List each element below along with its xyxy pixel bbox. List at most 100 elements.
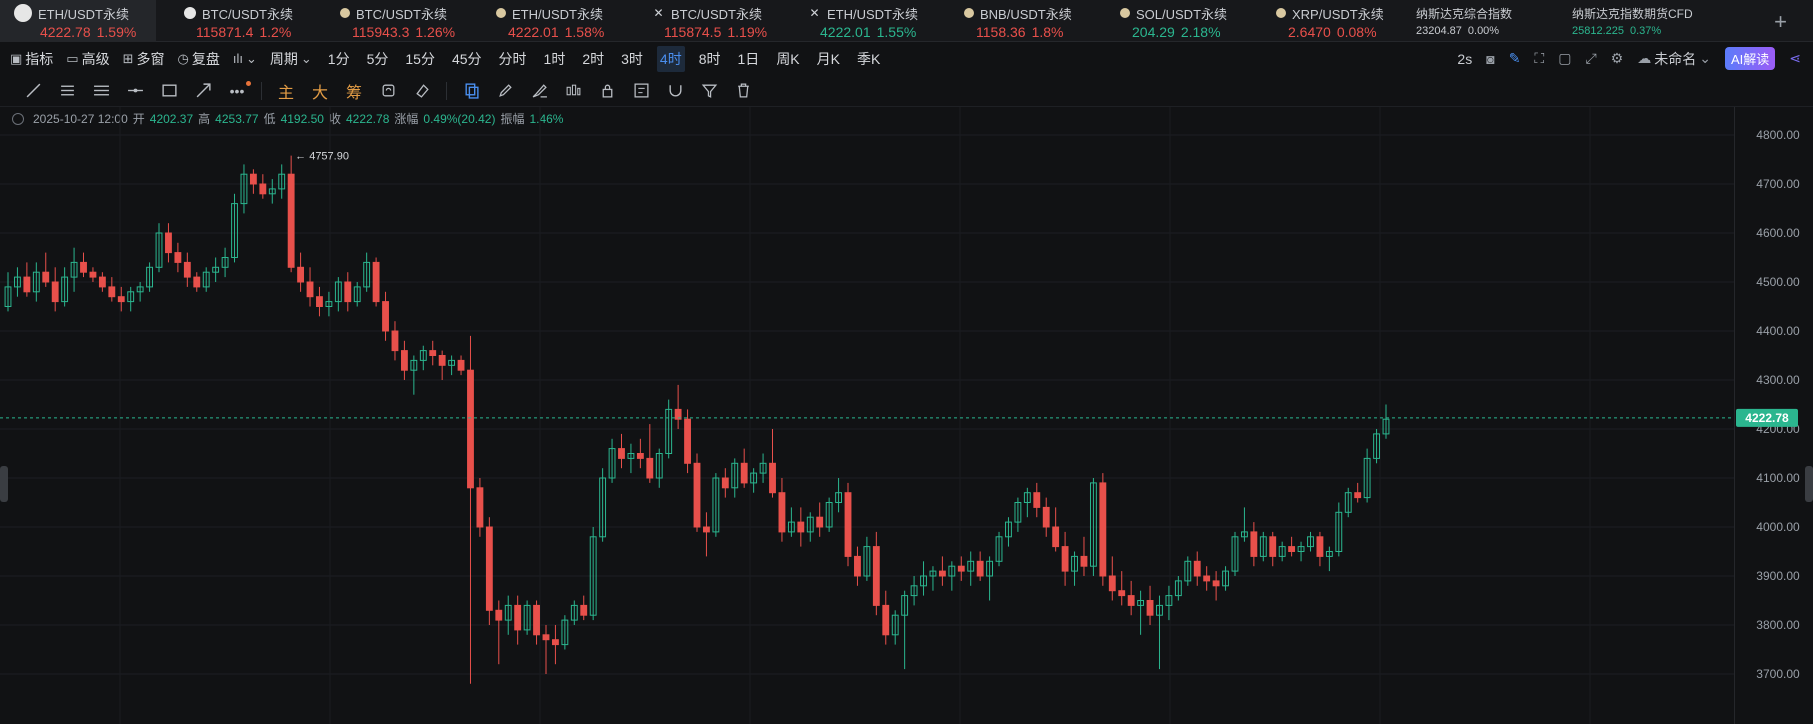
indicator-button[interactable]: ▣ 指标 <box>10 47 53 71</box>
more-tools-button[interactable]: ••• <box>220 80 254 102</box>
candle-body <box>542 634 550 641</box>
coin-icon <box>340 8 350 18</box>
period-option[interactable]: 季K <box>857 50 881 67</box>
add-tab-icon[interactable]: + <box>1774 9 1787 34</box>
horizontal-line-tool[interactable] <box>118 80 152 102</box>
candle-body <box>316 296 323 307</box>
candle-body <box>165 232 172 254</box>
main-chart-toggle[interactable]: 主 <box>277 84 294 102</box>
period-option[interactable]: 月K <box>816 50 840 67</box>
ticker-tab[interactable]: BTC/USDT永续 115943.3 1.26% <box>312 0 468 42</box>
big-order-toggle[interactable]: 大 <box>311 84 328 102</box>
ai-interpret-button[interactable]: AI解读 <box>1724 47 1776 70</box>
parallel-lines-tool[interactable] <box>50 80 84 102</box>
candle-body <box>618 448 625 459</box>
candle-body <box>1042 506 1050 528</box>
period-option[interactable]: 45分 <box>451 50 482 67</box>
filter-tool[interactable] <box>692 80 726 102</box>
ticker-tab[interactable]: BTC/USDT永续 115871.4 1.2% <box>156 0 312 42</box>
ticker-tab[interactable]: ✕ BTC/USDT永续 115874.5 1.19% <box>624 0 780 42</box>
candle-body <box>1335 511 1343 552</box>
ticker-tab[interactable]: ✕ ETH/USDT永续 4222.01 1.55% <box>780 0 936 42</box>
period-dropdown[interactable]: 周期 ⌄ <box>270 47 312 71</box>
chart-type-button[interactable]: ılı ⌄ <box>233 47 257 71</box>
ticker-change: 1.2% <box>259 24 292 40</box>
multi-window-button[interactable]: ⊞ 多窗 <box>123 47 165 71</box>
collapse-icon[interactable] <box>12 112 24 125</box>
candle-body <box>703 526 710 533</box>
candle-body <box>1052 526 1060 548</box>
ticker-tab[interactable]: ETH/USDT永续 4222.01 1.58% <box>468 0 624 42</box>
pen-icon[interactable]: ✎ <box>1508 50 1521 66</box>
ticker-change: 0.37% <box>1630 25 1662 37</box>
copy-tool[interactable] <box>454 80 488 102</box>
period-option[interactable]: 8时 <box>698 50 721 67</box>
candle-body <box>1231 536 1239 572</box>
candle-body <box>51 281 59 303</box>
more-icon: ••• <box>229 82 245 99</box>
candle-body <box>1307 536 1314 548</box>
candlestick-chart[interactable]: 4800.00 4700.00 4600.00 4500.00 4400.00 4300.… <box>0 107 1813 724</box>
period-option[interactable]: 2时 <box>582 50 605 67</box>
eraser-tool[interactable] <box>405 80 439 102</box>
rectangle-tool[interactable] <box>152 80 186 102</box>
refresh-interval[interactable]: 2s <box>1457 50 1473 67</box>
period-option[interactable]: 1分 <box>327 50 350 67</box>
candle-body <box>1165 595 1173 606</box>
chips-toggle[interactable]: 筹 <box>345 84 362 102</box>
ticker-tab[interactable]: XRP/USDT永续 2.6470 0.08% <box>1248 0 1404 42</box>
candle-body <box>693 462 701 528</box>
pencil-tool[interactable] <box>488 80 522 102</box>
fullscreen-icon[interactable]: ⛶ <box>1534 50 1545 66</box>
candle-body <box>183 261 191 278</box>
sync-tool[interactable] <box>371 80 405 102</box>
ticker-tab[interactable]: BNB/USDT永续 1158.36 1.8% <box>936 0 1092 42</box>
left-panel-handle[interactable] <box>0 466 8 502</box>
change-value: 0.49%(20.42) <box>423 111 496 126</box>
candle-tool[interactable] <box>556 80 590 102</box>
advanced-button[interactable]: ▭ 高级 <box>66 47 109 71</box>
arrow-tool[interactable] <box>186 80 220 102</box>
candle-body <box>1033 492 1041 508</box>
line-icon <box>26 83 40 98</box>
candle-body <box>1061 546 1069 572</box>
brush-tool[interactable] <box>522 80 556 102</box>
magnet-tool[interactable] <box>658 80 692 102</box>
camera-icon[interactable]: ◙ <box>1486 50 1495 67</box>
candle-body <box>410 359 418 371</box>
lock-tool[interactable] <box>590 80 624 102</box>
cloud-layout-button[interactable]: ☁ 未命名 ⌄ <box>1637 49 1711 69</box>
y-tick-label: 4700.00 <box>1756 177 1800 191</box>
coin-icon <box>1276 8 1286 18</box>
expand-icon[interactable]: ⤢ <box>1585 50 1597 66</box>
period-option[interactable]: 15分 <box>405 50 435 67</box>
period-option[interactable]: 5分 <box>366 50 389 67</box>
delete-tool[interactable] <box>726 80 760 102</box>
ticker-tab[interactable]: ETH/USDT永续 4222.78 1.59% <box>0 0 156 42</box>
share-icon[interactable]: ⋖ <box>1789 50 1801 66</box>
candle-body <box>1259 536 1267 557</box>
period-option[interactable]: 4时 <box>656 45 685 72</box>
candle-body <box>363 261 371 288</box>
replay-button[interactable]: ◷ 复盘 <box>178 47 220 71</box>
candle-body <box>240 173 248 205</box>
candle-body <box>419 350 427 361</box>
right-panel-handle[interactable] <box>1805 466 1813 502</box>
divider <box>261 81 262 100</box>
period-option[interactable]: 分时 <box>498 50 527 67</box>
period-option[interactable]: 周K <box>776 50 800 67</box>
ticker-tab[interactable]: 纳斯达克指数期货CFD 25812.225 0.37% <box>1560 0 1716 42</box>
indicator-icon: ▣ <box>10 50 23 66</box>
period-option[interactable]: 1日 <box>737 50 760 67</box>
ticker-tab[interactable]: 纳斯达克综合指数 23204.87 0.00% <box>1404 0 1560 42</box>
ticker-tab[interactable]: SOL/USDT永续 204.29 2.18% <box>1092 0 1248 42</box>
candle-body <box>1288 546 1296 553</box>
candle-body <box>117 296 125 303</box>
period-option[interactable]: 1时 <box>543 50 566 67</box>
settings-icon[interactable]: ⚙ <box>1610 50 1624 66</box>
channel-tool[interactable] <box>84 80 118 102</box>
trend-line-tool[interactable] <box>16 80 50 102</box>
template-tool[interactable] <box>624 80 658 102</box>
period-option[interactable]: 3时 <box>621 50 643 67</box>
window-icon[interactable]: ▢ <box>1558 50 1572 66</box>
